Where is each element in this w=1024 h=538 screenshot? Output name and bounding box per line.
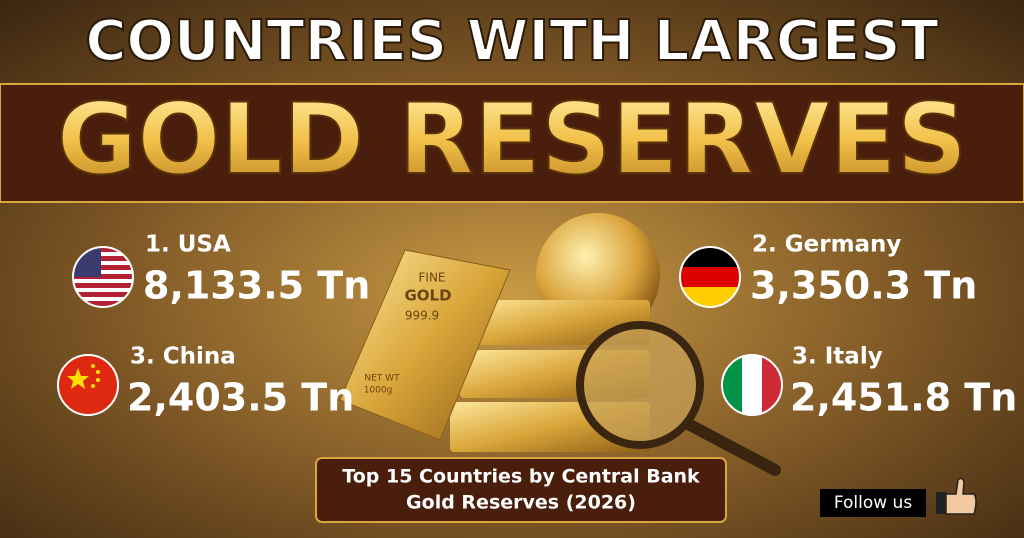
country-label: 1. USA: [145, 232, 231, 258]
bar-text: FINE: [419, 271, 446, 285]
country-label: 2. Germany: [752, 232, 901, 258]
country-value: 8,133.5 Tn: [143, 264, 370, 308]
title-band: [0, 83, 1024, 203]
country-label: 3. China: [130, 344, 236, 370]
thumbs-up-icon: [936, 477, 977, 515]
country-value: 3,350.3 Tn: [750, 264, 977, 308]
title-line2: GOLD RESERVES: [57, 83, 967, 197]
flag-italy: [721, 354, 783, 416]
country-value: 2,451.8 Tn: [790, 376, 1017, 420]
title-line1: COUNTRIES WITH LARGEST: [85, 9, 938, 74]
gold-illustration: FINE GOLD 999.9 NET WT 1000g: [339, 213, 781, 476]
bar-text: NET WT: [364, 374, 400, 384]
gold-bar-main: [339, 249, 511, 441]
follow-text[interactable]: Follow us: [834, 493, 913, 513]
caption-line: Gold Reserves (2026): [406, 492, 636, 514]
caption-box: [315, 457, 727, 523]
country-label: 3. Italy: [792, 344, 883, 370]
bar-text: 999.9: [405, 309, 439, 323]
caption-line: Top 15 Countries by Central Bank: [342, 466, 700, 488]
magnifier-handle: [684, 419, 781, 476]
bar-text: 1000g: [364, 386, 393, 396]
flag-china: [57, 354, 119, 416]
bar-text: GOLD: [404, 287, 451, 305]
magnifier: [576, 321, 704, 449]
country-value: 2,403.5 Tn: [127, 376, 354, 420]
flag-usa: [72, 246, 134, 308]
follow-button[interactable]: [820, 489, 926, 517]
flag-germany: [679, 246, 741, 308]
